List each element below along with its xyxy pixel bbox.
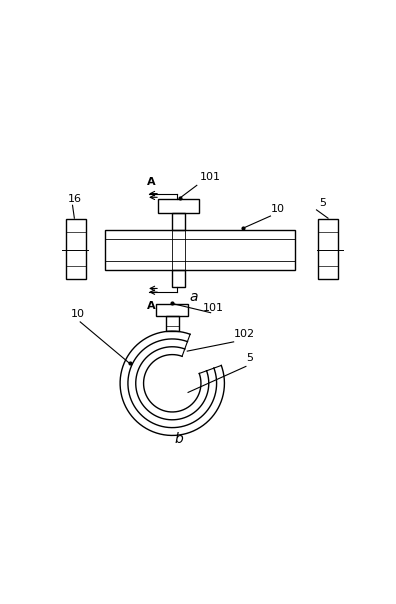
Bar bbox=[172, 213, 185, 230]
Text: 5: 5 bbox=[246, 353, 253, 364]
Bar bbox=[67, 219, 86, 279]
Text: 10: 10 bbox=[71, 309, 85, 319]
Text: A: A bbox=[147, 301, 155, 310]
Text: A: A bbox=[147, 177, 155, 187]
Text: b: b bbox=[174, 431, 183, 446]
Bar bbox=[105, 230, 295, 270]
Bar bbox=[166, 316, 179, 331]
Text: 101: 101 bbox=[200, 172, 221, 182]
Text: 101: 101 bbox=[203, 303, 224, 313]
Bar bbox=[172, 270, 185, 287]
Text: 5: 5 bbox=[320, 198, 327, 208]
Text: 10: 10 bbox=[270, 205, 284, 214]
Bar bbox=[156, 304, 188, 316]
Text: 102: 102 bbox=[234, 329, 255, 339]
Text: a: a bbox=[190, 291, 198, 304]
Bar bbox=[158, 199, 199, 213]
Bar bbox=[318, 219, 338, 279]
Text: 16: 16 bbox=[68, 194, 82, 204]
